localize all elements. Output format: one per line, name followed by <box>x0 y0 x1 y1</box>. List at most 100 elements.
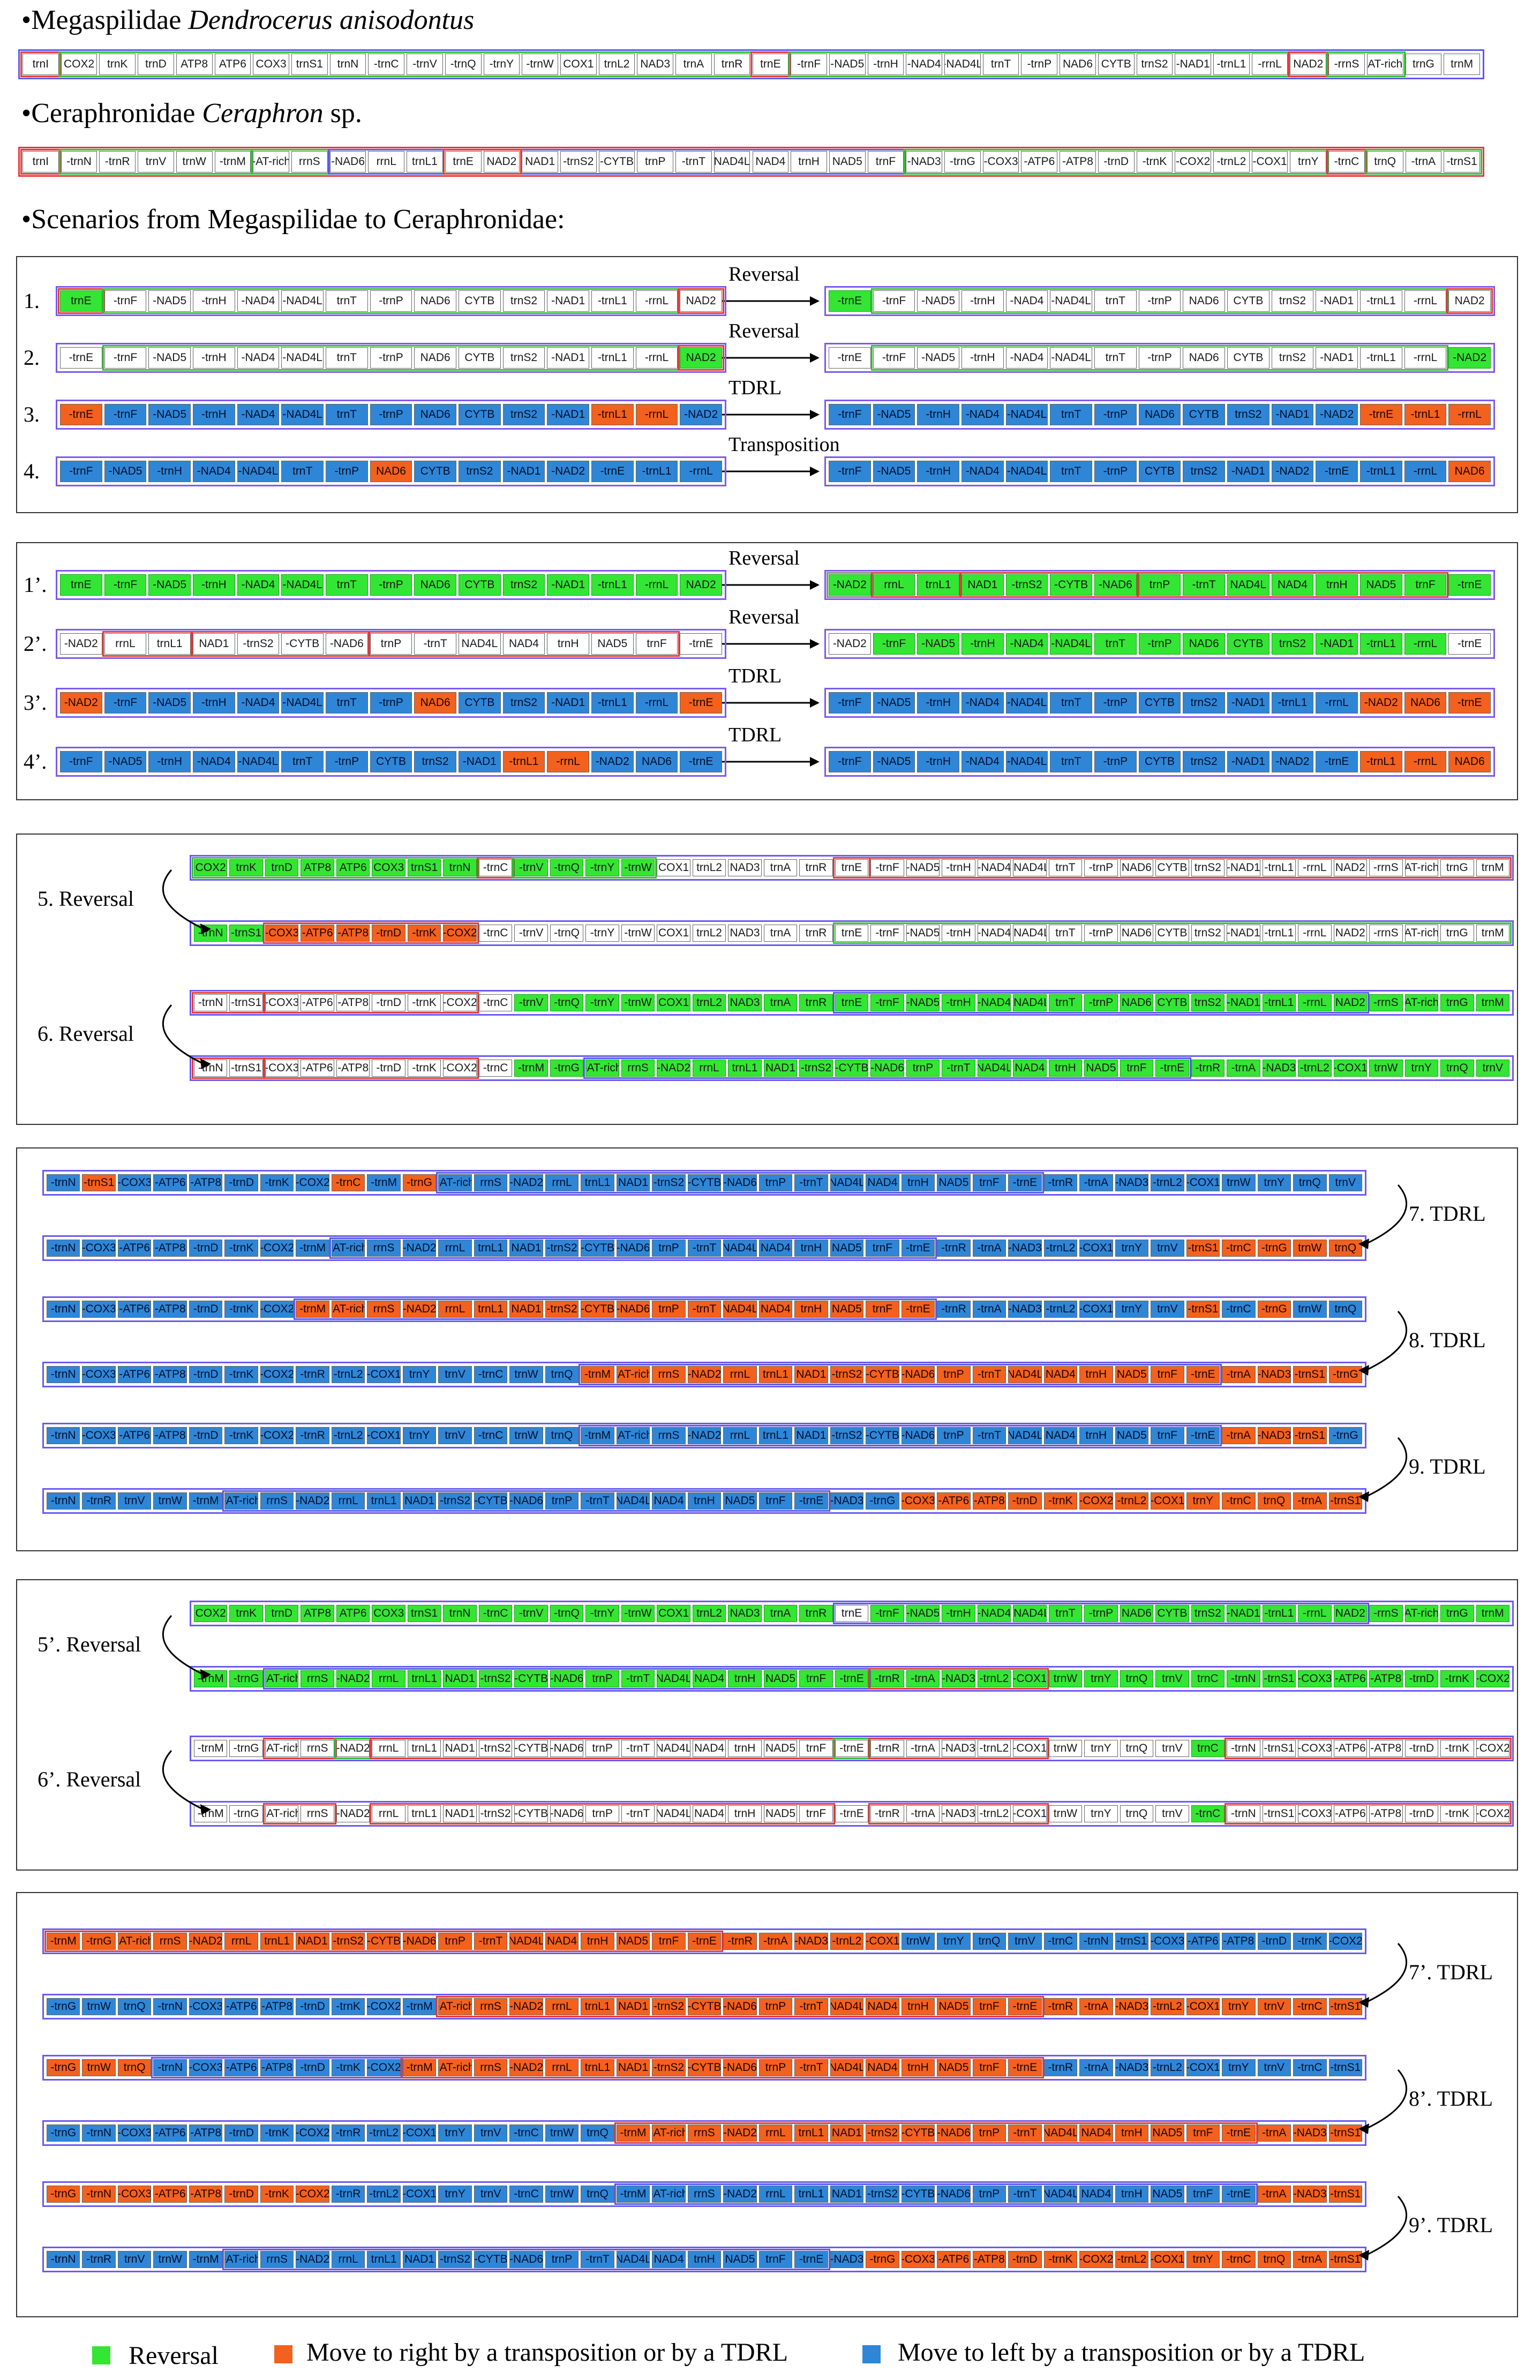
gene-box: -COX2 <box>1175 151 1212 172</box>
gene-box: trnV <box>1151 1301 1184 1318</box>
gene-box: trnL1 <box>407 1805 441 1822</box>
gene-box: -COX1 <box>1013 1670 1047 1687</box>
gene-box: rrnL <box>224 1933 258 1950</box>
gene-box: -trnL2 <box>367 2186 401 2203</box>
gene-box: CYTB <box>1155 1605 1189 1622</box>
gene-box: -trnP <box>1094 751 1137 772</box>
gene-box: -trnL1 <box>1360 461 1402 482</box>
gene-box: -CYTB <box>687 2059 722 2076</box>
gene-box: -COX3 <box>265 994 299 1011</box>
gene-box: -trnC <box>474 1427 508 1444</box>
gene-box: -trnC <box>478 925 513 942</box>
gene-box: -NAD4L <box>1013 994 1047 1011</box>
gene-box: -trnH <box>917 751 959 772</box>
gene-box: -ATP6 <box>117 1427 152 1444</box>
gene-box: -COX1 <box>1013 1805 1047 1822</box>
gene-box: -NAD2 <box>687 1366 722 1383</box>
gene-box: -NAD4 <box>961 404 1004 425</box>
gene-box: -NAD4L <box>281 574 324 596</box>
gene-box: -COX3 <box>901 2251 935 2268</box>
gene-box: -NAD2 <box>336 1740 370 1757</box>
gene-box: trnT <box>326 404 368 425</box>
gene-box: NAD4 <box>1013 1060 1047 1077</box>
gene-box: -trnL2 <box>1043 1301 1078 1318</box>
gene-box: NAD5 <box>763 1670 798 1687</box>
gene-box: -trnP <box>1138 633 1181 655</box>
gene-box: trnW <box>1048 1670 1083 1687</box>
gene-box: trnH <box>728 1740 762 1757</box>
gene-box: -trnL2 <box>1115 2251 1149 2268</box>
gene-box: trnN <box>443 859 477 876</box>
gene-box: -trnE <box>1008 1998 1042 2015</box>
gene-box: -ATP8 <box>189 1174 223 1191</box>
gene-box: -trnL1 <box>1360 290 1402 312</box>
gene-box: -trnN <box>194 994 228 1011</box>
gene-box: trnM <box>1444 54 1480 75</box>
gene-box: NAD1 <box>443 1670 477 1687</box>
curve-head <box>1358 2123 1369 2134</box>
gene-box: -trnF <box>870 1605 904 1622</box>
curved-arrow <box>1358 2069 1408 2134</box>
gene-box: -trnC <box>1043 1933 1078 1950</box>
gene-box: -trnS2 <box>478 1670 513 1687</box>
gene-box: -ATP8 <box>1369 1740 1403 1757</box>
gene-box: CYTB <box>1138 461 1181 482</box>
gene-box: -NAD1 <box>1227 751 1269 772</box>
curve-head <box>1358 2250 1369 2261</box>
gene-box: trnF <box>867 151 904 172</box>
gene-box: -trnH <box>193 347 235 369</box>
arrow-head <box>810 467 820 476</box>
gene-box: -COX3 <box>265 1060 299 1077</box>
curve-path <box>1365 2196 1408 2256</box>
gene-box: -trnS2 <box>652 1998 686 2015</box>
row-label: 4. <box>24 459 40 483</box>
gene-box: -trnA <box>1222 1427 1256 1444</box>
gene-box: -ATP8 <box>336 994 370 1011</box>
gene-box: NAD5 <box>616 1933 650 1950</box>
gene-box: -trnL1 <box>1262 925 1296 942</box>
gene-box: -ATP8 <box>153 1366 187 1383</box>
gene-box: -trnN <box>1227 1670 1260 1687</box>
gene-strip: -trnF -NAD5 -trnH -NAD4 -NAD4L trnT -trnP CYTB t… <box>56 747 726 777</box>
gene-box: trnH <box>794 1301 828 1318</box>
gene-box: trnH <box>1316 574 1358 596</box>
gene-box: trnL2 <box>598 54 635 75</box>
gene-box: NAD1 <box>509 1301 543 1318</box>
arrow-head <box>810 296 820 306</box>
gene-box: -trnE <box>1316 751 1358 772</box>
gene-box: NAD3 <box>728 994 762 1011</box>
gene-box: -trnC <box>1222 1492 1256 1510</box>
gene-strip: -trnM-trnG-AT-richrrnS-NAD2rrnLtrnL1NAD1… <box>190 1736 1514 1761</box>
step-label: 7’. TDRL <box>1409 1960 1493 1984</box>
gene-box: -trnL1 <box>591 404 634 425</box>
gene-box: -COX1 <box>367 1366 401 1383</box>
gene-box: -NAD4 <box>237 404 280 425</box>
operation-label: Reversal <box>728 606 800 628</box>
gene-box: trnS2 <box>1191 859 1225 876</box>
gene-box: trnP <box>1138 574 1181 596</box>
gene-box: -NAD4 <box>193 461 235 482</box>
gene-box: COX3 <box>253 54 289 75</box>
gene-box: NAD6 <box>635 751 678 772</box>
gene-box: -trnL2 <box>331 1366 365 1383</box>
gene-box: -NAD2 <box>1271 461 1314 482</box>
gene-box: rrnL <box>758 2124 793 2142</box>
gene-box: trnQ <box>1257 1492 1291 1510</box>
gene-box: -trnV <box>514 925 548 942</box>
gene-box: -trnC <box>478 859 513 876</box>
gene-box: trnF <box>972 1174 1006 1191</box>
gene-box: -trnL1 <box>1404 404 1447 425</box>
gene-box: trnE <box>445 151 482 172</box>
gene-box: -trnA <box>972 1301 1006 1318</box>
gene-box: -trnS1 <box>1444 151 1480 172</box>
gene-box: NAD1 <box>402 2251 437 2268</box>
gene-box: NAD4 <box>652 1492 686 1510</box>
gene-strip: trnI -trnN -trnR trnV trnW -trnM -AT-rich rrnS -… <box>18 147 1484 177</box>
gene-box: -NAD4L <box>944 54 981 75</box>
gene-box: NAD4 <box>1271 574 1314 596</box>
gene-box: -trnL2 <box>1043 1240 1078 1257</box>
gene-box: trnH <box>791 151 827 172</box>
gene-box: -trnS1 <box>1328 1998 1362 2015</box>
gene-box: -trnP <box>370 347 412 369</box>
gene-box: -trnH <box>942 1605 975 1622</box>
